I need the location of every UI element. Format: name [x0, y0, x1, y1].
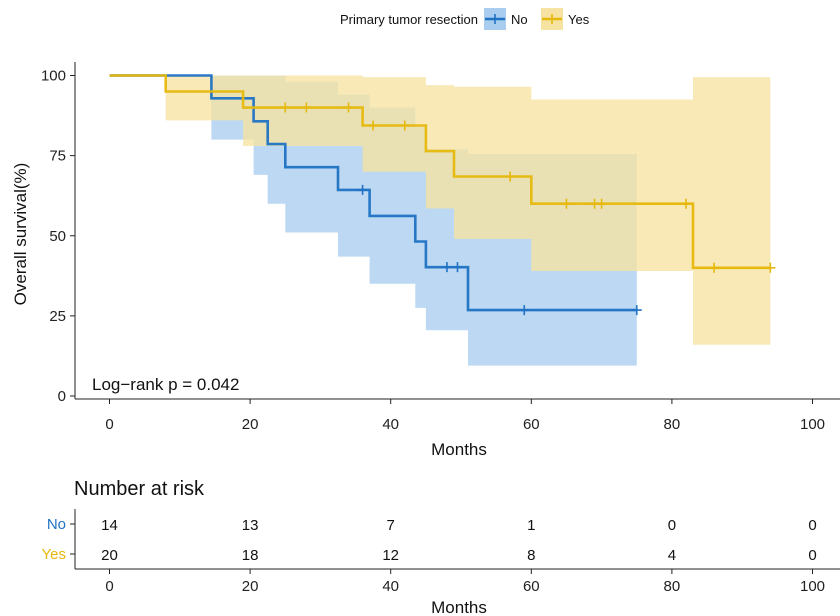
log-rank-annotation: Log−rank p = 0.042: [92, 375, 239, 394]
risk-count: 8: [527, 547, 535, 564]
risk-x-tick-label: 0: [105, 578, 113, 595]
risk-count: 12: [382, 547, 399, 564]
censor-mark-yes: [343, 102, 354, 113]
censor-mark-yes: [765, 262, 776, 273]
risk-count: 13: [242, 517, 259, 534]
censor-marks: [280, 102, 776, 316]
censor-mark-yes: [280, 102, 291, 113]
risk-count: 20: [101, 547, 118, 564]
risk-row-label-no: No: [47, 516, 66, 533]
censor-mark-yes: [399, 120, 410, 131]
censor-mark-yes: [680, 198, 691, 209]
risk-count: 18: [242, 547, 259, 564]
survival-curve-no: [109, 74, 637, 312]
risk-row-label-yes: Yes: [42, 546, 66, 563]
risk-count: 4: [668, 547, 676, 564]
risk-x-tick-label: 60: [523, 578, 540, 595]
risk-x-axis-title: Months: [431, 598, 487, 616]
x-tick-label: 100: [800, 416, 825, 433]
y-axis-title: Overall survival(%): [11, 163, 30, 306]
legend-title: Primary tumor resection: [340, 12, 478, 27]
risk-x-tick-label: 100: [800, 578, 825, 595]
censor-mark-no: [452, 262, 463, 273]
risk-x-tick-label: 20: [242, 578, 259, 595]
y-tick-label: 0: [58, 388, 66, 405]
censor-mark-yes: [301, 102, 312, 113]
legend: Primary tumor resection No Yes: [340, 8, 590, 30]
legend-label-yes: Yes: [568, 12, 590, 27]
x-tick-label: 20: [242, 416, 259, 433]
legend-label-no: No: [511, 12, 528, 27]
censor-mark-yes: [709, 262, 720, 273]
censor-mark-yes: [561, 198, 572, 209]
censor-mark-no: [441, 262, 452, 273]
risk-table: No 14 13 7 1 0 0 Yes 20 18 12 8 4 0: [42, 516, 817, 564]
censor-mark-no: [357, 184, 368, 195]
risk-axis-ticks: 0 20 40 60 80 100: [105, 569, 825, 595]
survival-curves: [109, 74, 771, 312]
censor-mark-yes: [596, 198, 607, 209]
survival-curve-yes: [109, 74, 771, 270]
risk-count: 1: [527, 517, 535, 534]
main-axis-ticks: 0 20 40 60 80 100 0 25 50 75 100: [41, 68, 825, 434]
censor-mark-yes: [368, 120, 379, 131]
risk-x-tick-label: 80: [664, 578, 681, 595]
x-tick-label: 60: [523, 416, 540, 433]
risk-count: 7: [387, 517, 395, 534]
risk-table-title: Number at risk: [74, 478, 205, 500]
risk-x-tick-label: 40: [382, 578, 399, 595]
x-tick-label: 40: [382, 416, 399, 433]
censor-mark-no: [631, 305, 642, 316]
risk-count: 0: [808, 547, 816, 564]
risk-count: 14: [101, 517, 118, 534]
confidence-bands: [109, 75, 771, 366]
censor-mark-no: [519, 305, 530, 316]
risk-count: 0: [808, 517, 816, 534]
y-tick-label: 100: [41, 68, 66, 85]
y-tick-label: 50: [49, 228, 66, 245]
x-axis-title: Months: [431, 440, 487, 459]
y-tick-label: 75: [49, 148, 66, 165]
x-tick-label: 0: [105, 416, 113, 433]
risk-count: 0: [668, 517, 676, 534]
ci-band-no: [109, 75, 637, 366]
censor-mark-yes: [505, 171, 516, 182]
y-tick-label: 25: [49, 308, 66, 325]
x-tick-label: 80: [664, 416, 681, 433]
